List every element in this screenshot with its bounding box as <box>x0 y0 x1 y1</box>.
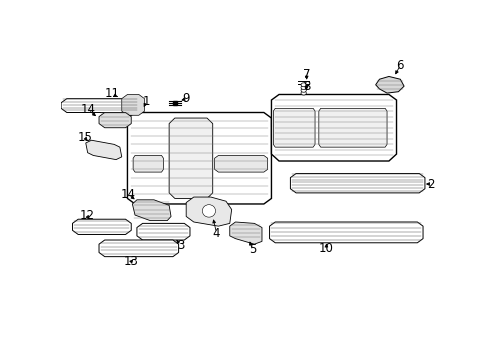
Text: 5: 5 <box>248 243 256 256</box>
Polygon shape <box>61 99 139 112</box>
Text: 14: 14 <box>121 188 136 201</box>
Polygon shape <box>375 76 403 93</box>
Circle shape <box>301 91 305 95</box>
Polygon shape <box>271 94 396 161</box>
Polygon shape <box>318 108 386 147</box>
Text: 10: 10 <box>318 242 333 255</box>
Polygon shape <box>214 156 267 172</box>
Text: 12: 12 <box>79 210 94 222</box>
Polygon shape <box>85 140 122 159</box>
Polygon shape <box>290 174 424 193</box>
Ellipse shape <box>202 205 215 217</box>
Text: 7: 7 <box>303 68 310 81</box>
Text: 3: 3 <box>177 239 184 252</box>
Text: 6: 6 <box>396 59 403 72</box>
Text: 11: 11 <box>104 87 120 100</box>
Polygon shape <box>229 222 262 244</box>
Polygon shape <box>99 112 131 128</box>
Polygon shape <box>133 156 163 172</box>
Text: 13: 13 <box>123 255 139 268</box>
Text: 2: 2 <box>426 177 433 190</box>
Text: 8: 8 <box>303 80 310 93</box>
Polygon shape <box>169 118 212 198</box>
Circle shape <box>301 89 305 92</box>
Text: 15: 15 <box>77 131 92 144</box>
Circle shape <box>301 86 305 90</box>
Polygon shape <box>127 112 271 204</box>
Polygon shape <box>137 223 189 240</box>
Text: 4: 4 <box>212 226 220 240</box>
Polygon shape <box>99 240 178 257</box>
Polygon shape <box>186 197 231 226</box>
Polygon shape <box>273 108 314 147</box>
Polygon shape <box>269 222 422 243</box>
Text: 1: 1 <box>142 95 150 108</box>
Polygon shape <box>72 219 131 234</box>
Polygon shape <box>132 200 171 221</box>
Polygon shape <box>122 94 144 115</box>
Circle shape <box>301 83 305 87</box>
Text: 9: 9 <box>182 92 189 105</box>
Text: 14: 14 <box>81 103 96 116</box>
